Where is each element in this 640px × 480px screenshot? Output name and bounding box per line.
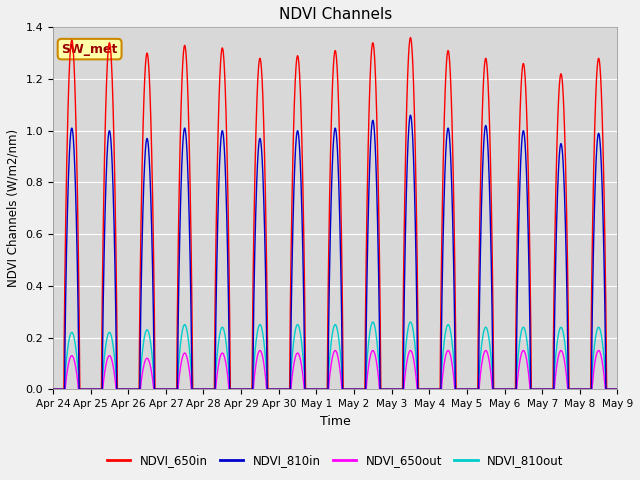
X-axis label: Time: Time <box>320 415 351 428</box>
NDVI_650in <box>164 386 172 392</box>
Line: NDVI_810out: NDVI_810out <box>53 322 618 389</box>
NDVI_650in <box>406 35 414 40</box>
NDVI_650in <box>614 386 621 392</box>
NDVI_650in <box>413 262 421 267</box>
Line: NDVI_650in: NDVI_650in <box>53 37 618 389</box>
NDVI_810in <box>164 386 172 392</box>
NDVI_650out <box>612 386 620 392</box>
NDVI_810out <box>260 342 268 348</box>
NDVI_810in <box>493 386 501 392</box>
NDVI_810out <box>406 319 414 325</box>
NDVI_810in <box>614 386 621 392</box>
NDVI_810in <box>260 215 268 220</box>
NDVI_810in <box>49 386 57 392</box>
NDVI_650out <box>49 386 57 392</box>
NDVI_810in <box>406 112 414 118</box>
NDVI_650in <box>612 386 620 392</box>
NDVI_810out <box>49 386 57 392</box>
Title: NDVI Channels: NDVI Channels <box>278 7 392 22</box>
NDVI_650out <box>164 386 172 392</box>
Line: NDVI_810in: NDVI_810in <box>53 115 618 389</box>
NDVI_810in <box>170 386 177 392</box>
NDVI_650out <box>413 386 421 392</box>
NDVI_810out <box>164 386 172 392</box>
NDVI_650out <box>595 348 602 353</box>
NDVI_810out <box>413 371 421 376</box>
NDVI_650in <box>493 386 501 392</box>
Y-axis label: NDVI Channels (W/m2/nm): NDVI Channels (W/m2/nm) <box>7 129 20 288</box>
NDVI_650in <box>49 386 57 392</box>
NDVI_650out <box>614 386 621 392</box>
NDVI_810out <box>612 386 620 392</box>
NDVI_650out <box>170 386 177 392</box>
NDVI_650out <box>260 363 268 369</box>
NDVI_810out <box>493 386 501 392</box>
NDVI_650out <box>493 386 501 392</box>
NDVI_810in <box>413 336 421 342</box>
NDVI_810in <box>612 386 620 392</box>
NDVI_650in <box>260 141 268 146</box>
Text: SW_met: SW_met <box>61 43 118 56</box>
NDVI_810out <box>614 386 621 392</box>
NDVI_650in <box>170 386 177 392</box>
NDVI_810out <box>170 386 177 392</box>
Legend: NDVI_650in, NDVI_810in, NDVI_650out, NDVI_810out: NDVI_650in, NDVI_810in, NDVI_650out, NDV… <box>102 449 568 472</box>
Line: NDVI_650out: NDVI_650out <box>53 350 618 389</box>
